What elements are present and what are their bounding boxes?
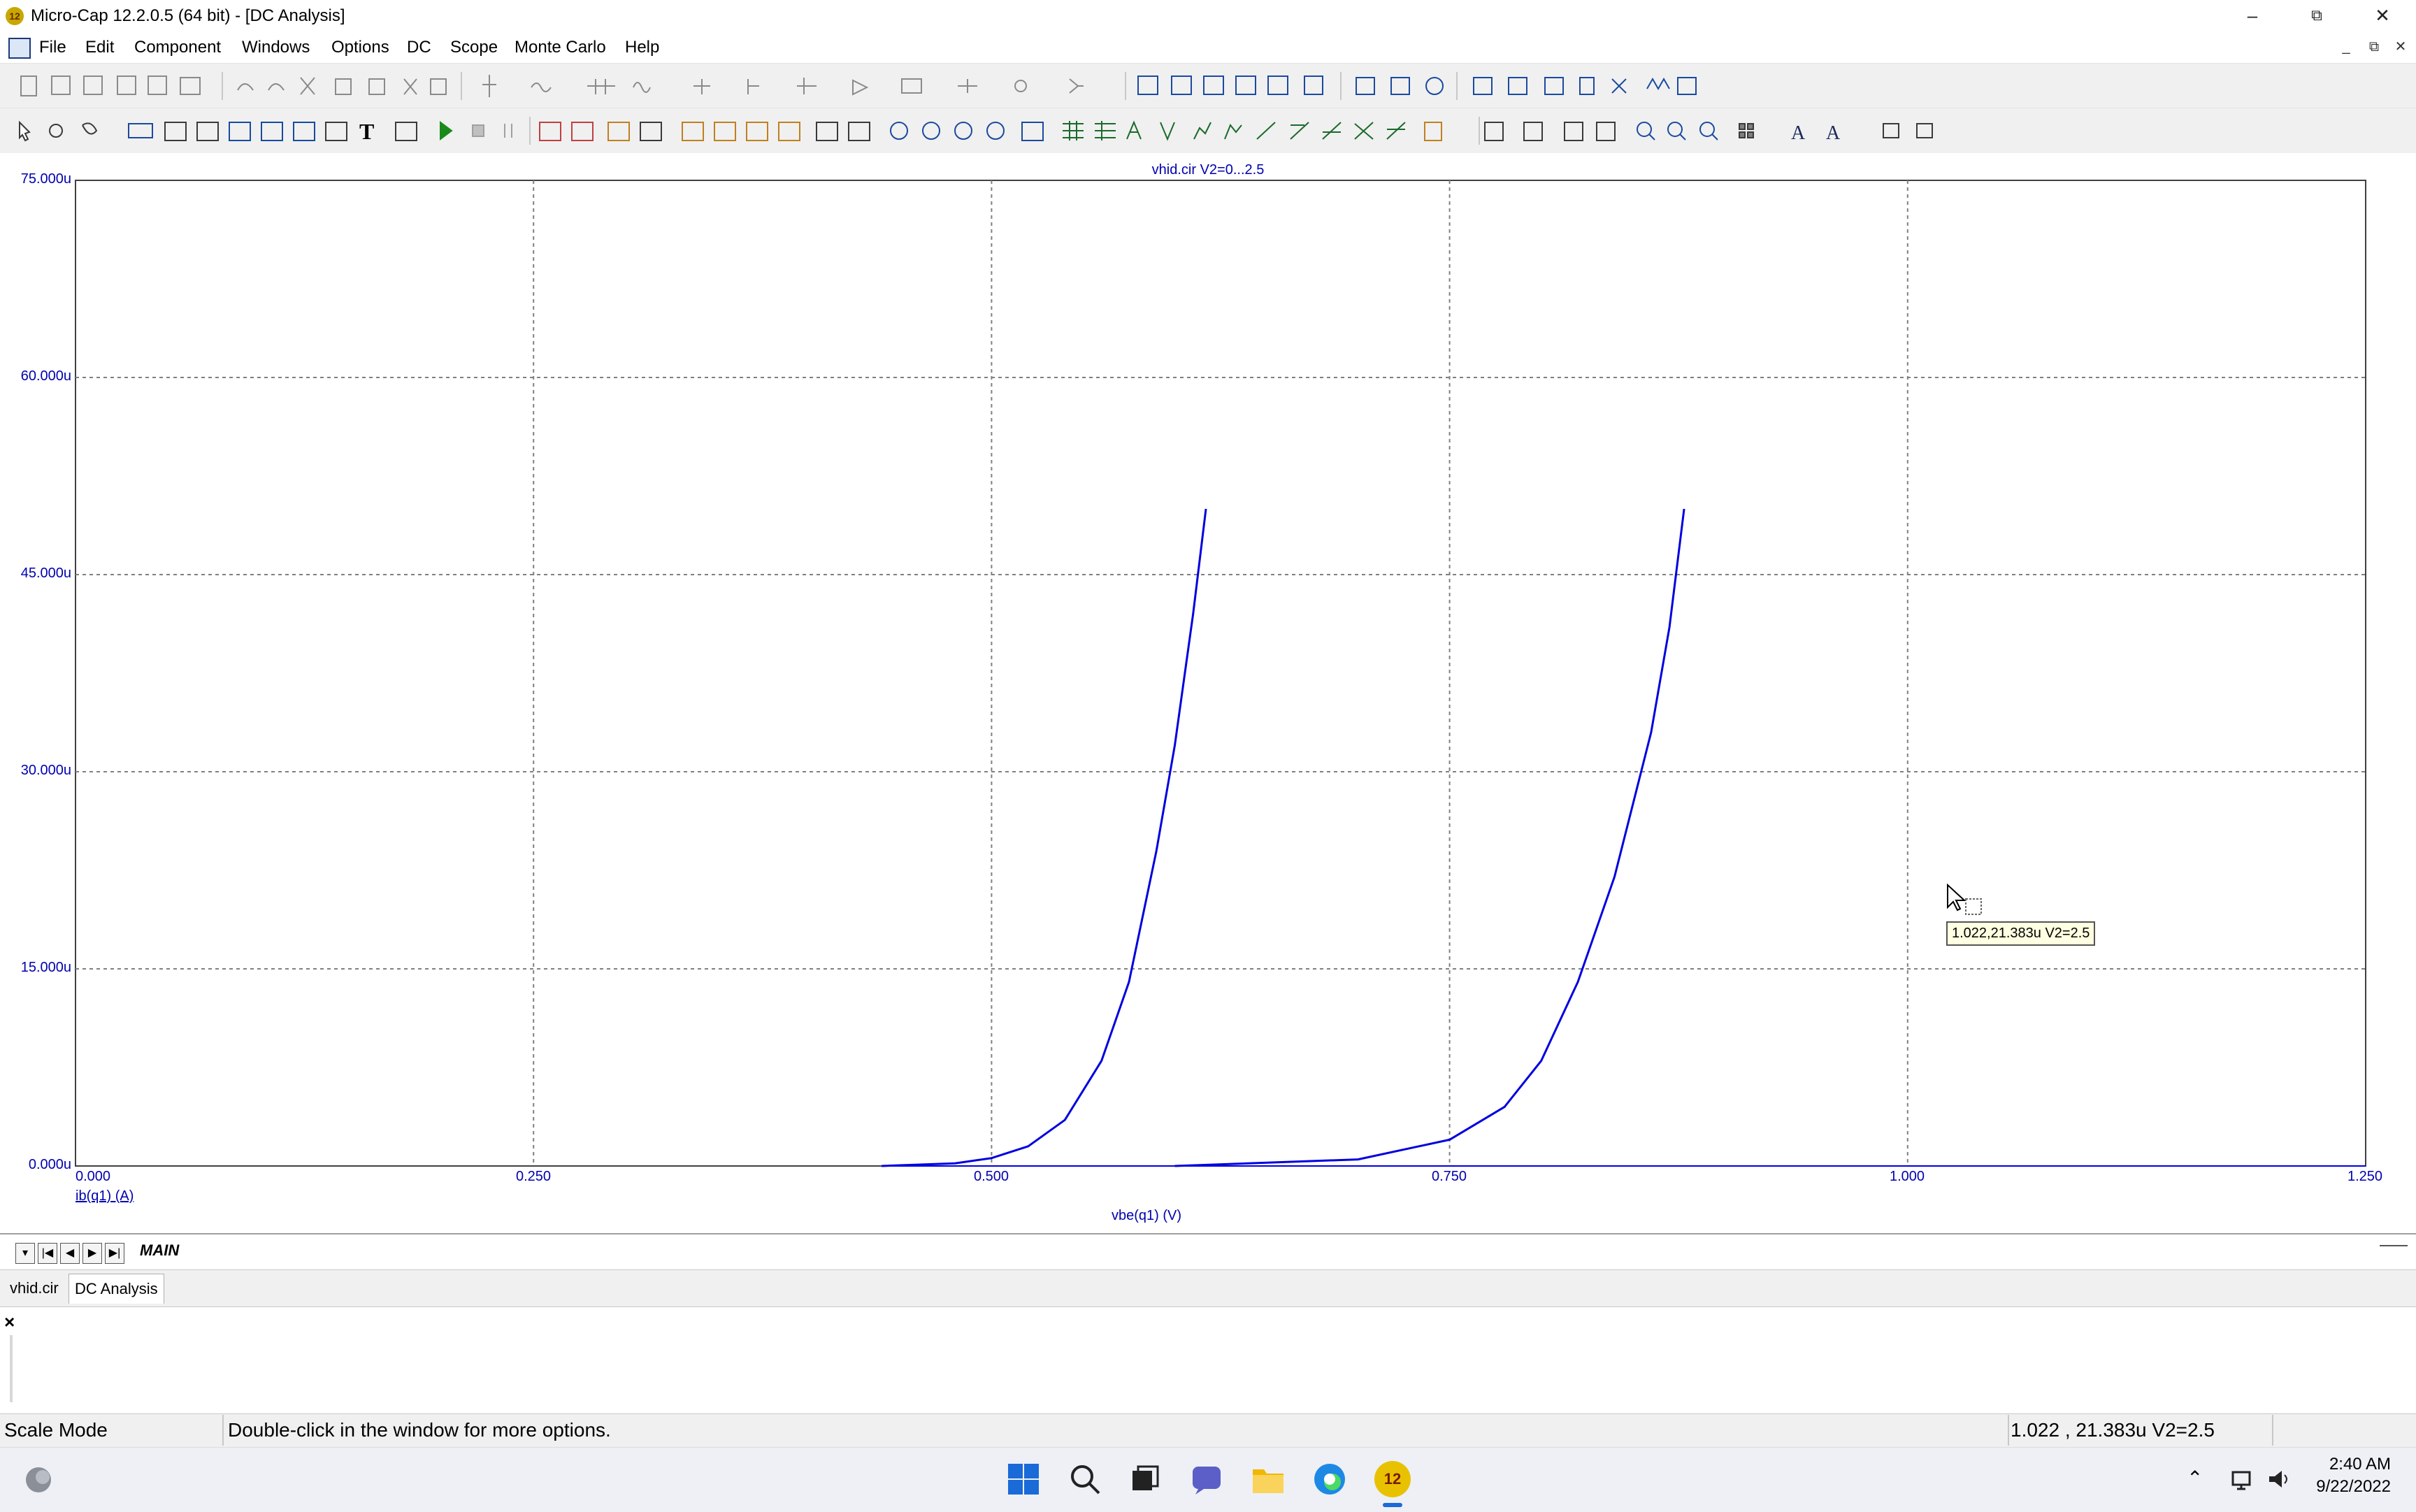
- volume-icon[interactable]: [2265, 1465, 2293, 1493]
- first-tab-button[interactable]: |◀: [38, 1243, 57, 1264]
- menu-scope[interactable]: Scope: [450, 38, 498, 57]
- plot-window[interactable]: [6, 154, 2410, 1244]
- x-tick-label: 0.000: [76, 1169, 111, 1184]
- scope-tab-strip: [0, 1233, 2416, 1268]
- x-tick-label: 0.750: [1432, 1169, 1467, 1184]
- tab-main[interactable]: MAIN: [140, 1241, 180, 1259]
- start-icon[interactable]: [1005, 1461, 1042, 1497]
- svg-text:A: A: [1826, 122, 1841, 144]
- clock-time[interactable]: 2:40 AM: [2329, 1455, 2391, 1474]
- output-pane[interactable]: [0, 1309, 2416, 1415]
- menu-edit[interactable]: Edit: [85, 38, 115, 57]
- x-axis-expression[interactable]: vbe(q1) (V): [1111, 1208, 1182, 1223]
- menu-file[interactable]: File: [39, 38, 66, 57]
- svg-text:A: A: [1791, 122, 1806, 144]
- output-splitter[interactable]: [10, 1335, 13, 1402]
- analysis-toolbar: T: [0, 108, 2416, 153]
- prev-tab-button[interactable]: ◀: [60, 1243, 80, 1264]
- status-bar: [0, 1413, 2416, 1448]
- plot-header: vhid.cir V2=0...2.5: [1151, 162, 1265, 178]
- y-tick-label: 75.000u: [20, 171, 71, 187]
- cursor-tooltip: 1.022,21.383u V2=2.5: [1946, 921, 2096, 946]
- mdi-restore-button[interactable]: ⧉: [2368, 39, 2380, 55]
- window-title: Micro-Cap 12.2.0.5 (64 bit) - [DC Analys…: [31, 6, 345, 25]
- mdi-close-button[interactable]: ✕: [2394, 39, 2407, 55]
- menu-help[interactable]: Help: [625, 38, 660, 57]
- edge-browser-icon[interactable]: [1311, 1461, 1348, 1497]
- menu-dc[interactable]: DC: [407, 38, 431, 57]
- menu-options[interactable]: Options: [331, 38, 389, 57]
- next-tab-button[interactable]: ▶: [82, 1243, 102, 1264]
- doc-tab-vhid[interactable]: vhid.cir: [10, 1279, 59, 1297]
- grid-lines: [76, 180, 2366, 1167]
- mouse-pointer-icon: [1947, 883, 1982, 915]
- plot-frame: [75, 180, 2366, 1167]
- resize-handle-icon[interactable]: [2377, 1237, 2412, 1251]
- restore-button[interactable]: ⧉: [2311, 6, 2322, 24]
- task-view-icon[interactable]: [1127, 1461, 1163, 1497]
- active-app-indicator: [1383, 1503, 1402, 1507]
- minimize-button[interactable]: –: [2247, 5, 2258, 26]
- status-extra: [2272, 1415, 2416, 1446]
- document-tabs: [0, 1269, 2416, 1307]
- y-tick-label: 30.000u: [20, 763, 71, 778]
- weather-icon[interactable]: [21, 1462, 56, 1497]
- app-icon[interactable]: 12: [6, 7, 24, 25]
- analysis-toolbar-icons[interactable]: T: [0, 108, 2416, 153]
- search-icon[interactable]: [1067, 1461, 1103, 1497]
- network-icon[interactable]: [2230, 1465, 2258, 1493]
- close-pane-icon[interactable]: ×: [4, 1311, 15, 1332]
- status-hint: Double-click in the window for more opti…: [224, 1415, 2009, 1446]
- status-mode: Scale Mode: [0, 1415, 224, 1446]
- close-button[interactable]: ✕: [2375, 5, 2390, 26]
- y-tick-label: 45.000u: [20, 566, 71, 581]
- y-tick-label: 15.000u: [20, 960, 71, 975]
- main-toolbar-icons[interactable]: [0, 64, 2416, 108]
- menu-monte-carlo[interactable]: Monte Carlo: [515, 38, 606, 57]
- y-axis-expression[interactable]: ib(q1) (A): [76, 1188, 134, 1204]
- dc-analysis-plot[interactable]: [0, 154, 2416, 1244]
- mdi-minimize-button[interactable]: _: [2342, 39, 2350, 55]
- menu-bar: [0, 32, 2416, 63]
- series-line-1: [882, 508, 1207, 1167]
- title-bar: [0, 0, 2416, 32]
- status-readout: 1.022 , 21.383u V2=2.5: [2006, 1415, 2273, 1446]
- x-tick-label: 0.250: [516, 1169, 552, 1184]
- microcap-taskbar-icon[interactable]: 12: [1374, 1461, 1411, 1497]
- x-tick-label: 1.000: [1890, 1169, 1925, 1184]
- document-icon[interactable]: [8, 38, 31, 59]
- y-tick-label: 60.000u: [20, 368, 71, 384]
- file-explorer-icon[interactable]: [1250, 1461, 1286, 1497]
- curves: [882, 508, 1685, 1167]
- doc-tab-dc-analysis[interactable]: DC Analysis: [69, 1274, 164, 1304]
- main-toolbar: [0, 63, 2416, 108]
- chevron-up-icon[interactable]: ⌃: [2187, 1467, 2203, 1489]
- y-tick-label: 0.000u: [28, 1157, 71, 1172]
- last-tab-button[interactable]: ▶|: [105, 1243, 124, 1264]
- x-tick-label: 0.500: [974, 1169, 1009, 1184]
- svg-text:T: T: [359, 119, 374, 144]
- menu-windows[interactable]: Windows: [242, 38, 310, 57]
- menu-component[interactable]: Component: [134, 38, 222, 57]
- x-tick-label: 1.250: [2347, 1169, 2383, 1184]
- tab-dropdown-button[interactable]: ▾: [15, 1243, 35, 1264]
- series-line-2: [1174, 508, 1685, 1167]
- chat-icon[interactable]: [1188, 1461, 1225, 1497]
- clock-date[interactable]: 9/22/2022: [2316, 1477, 2391, 1496]
